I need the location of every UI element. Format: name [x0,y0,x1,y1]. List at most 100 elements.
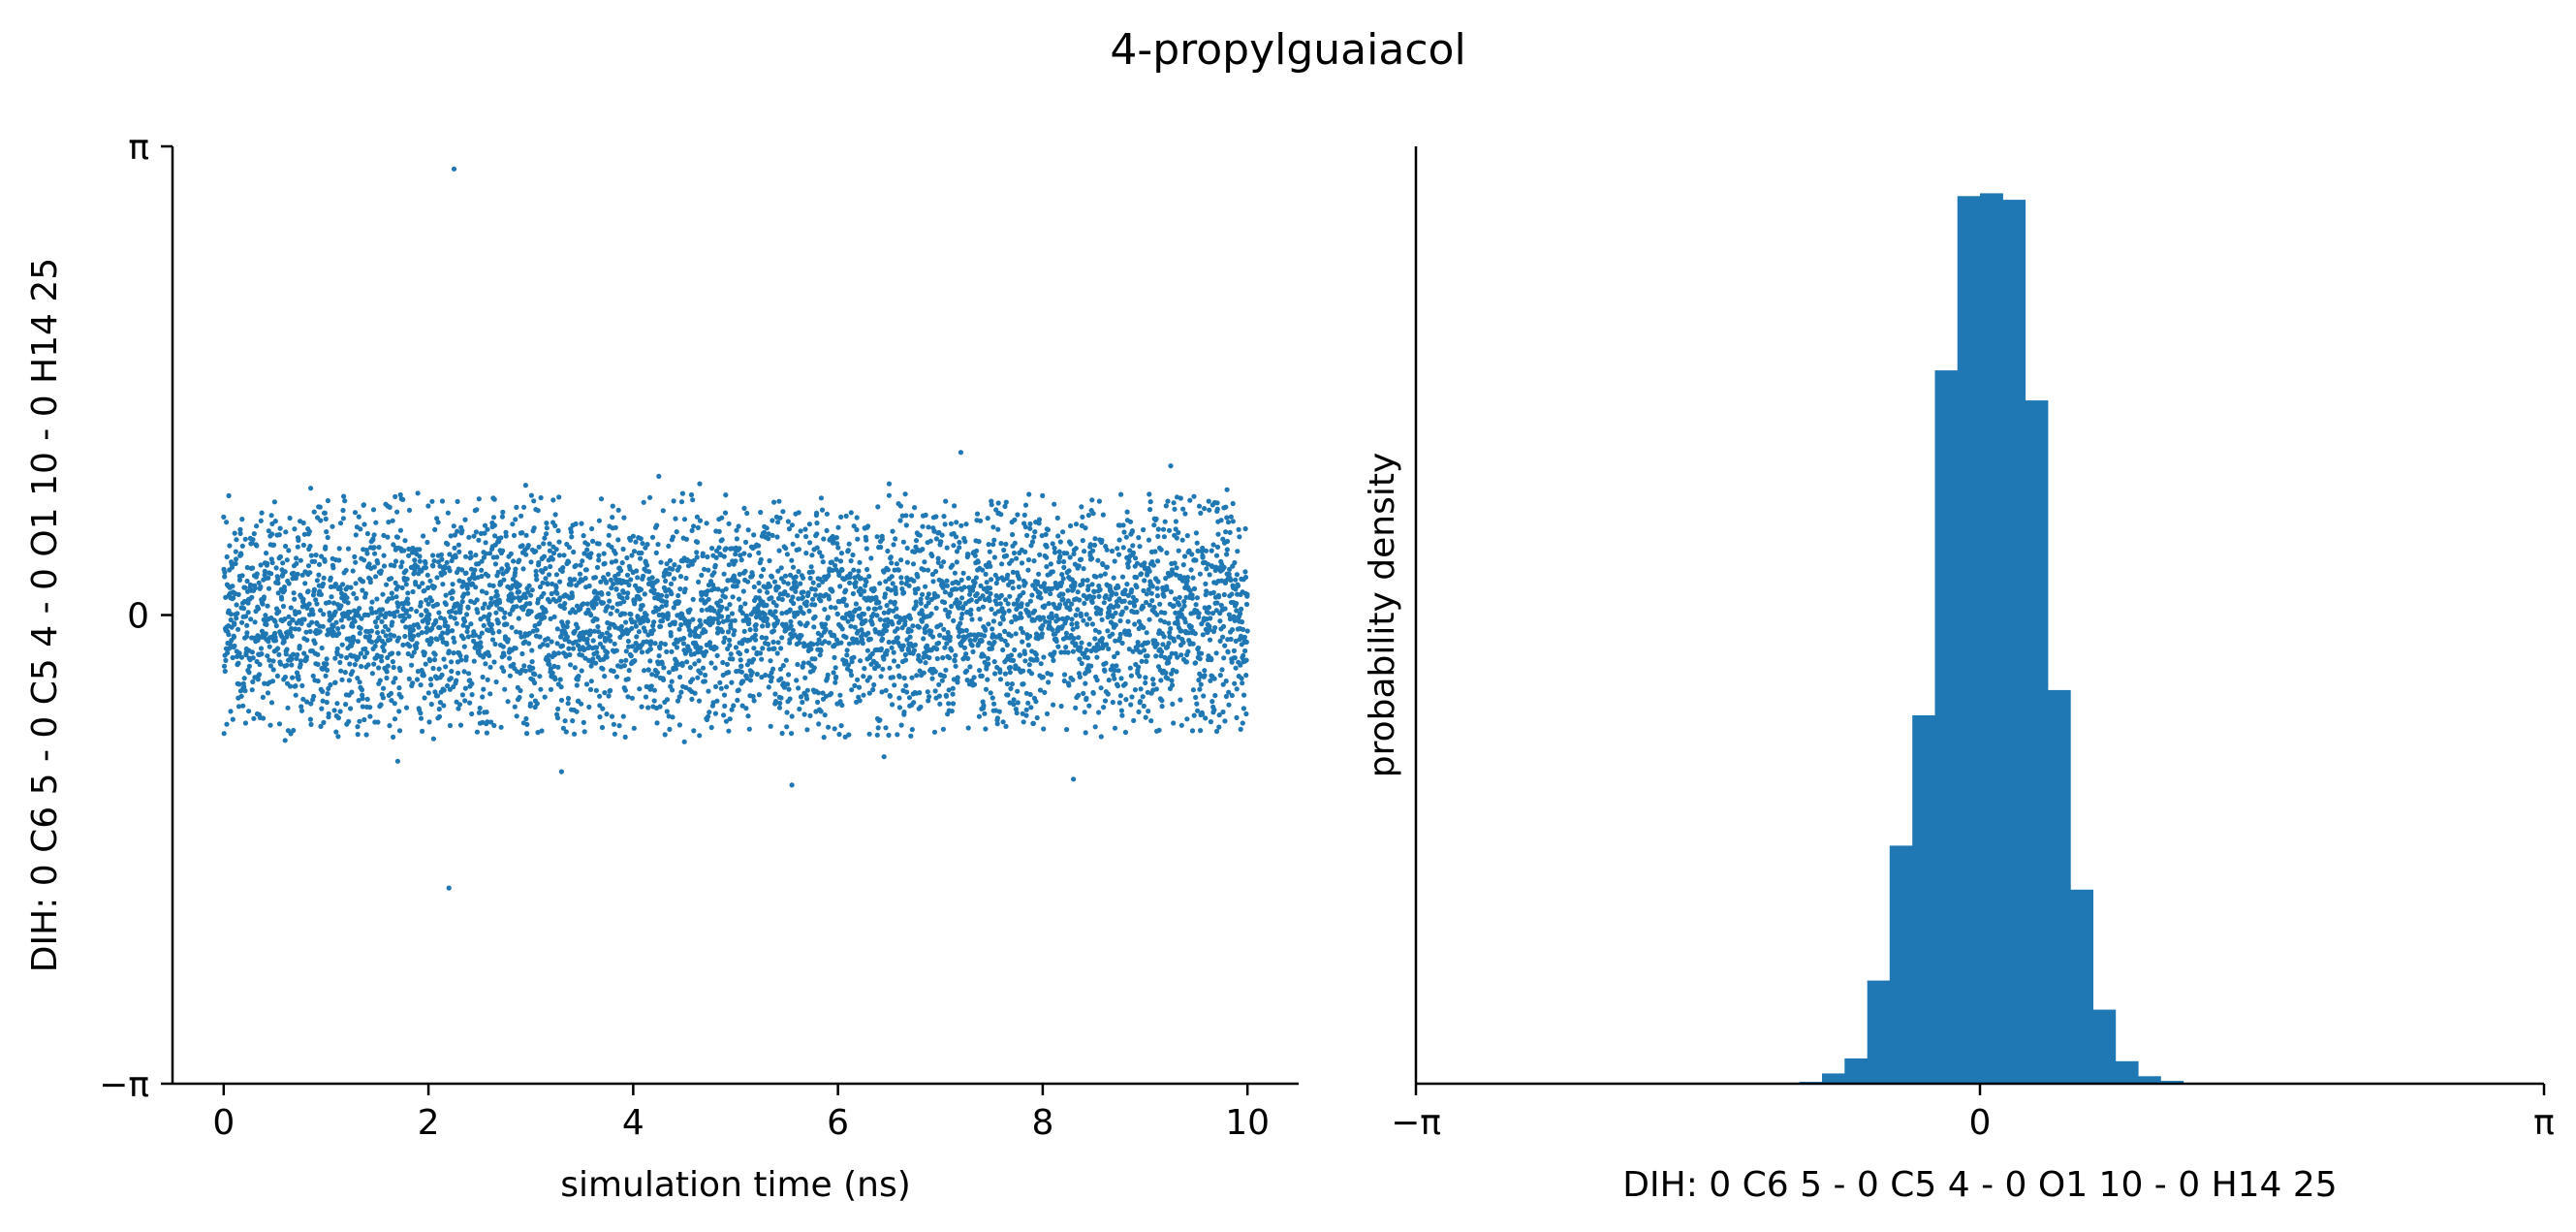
scatter-point [669,679,675,684]
scatter-point [380,629,386,635]
scatter-point [1056,549,1062,554]
scatter-point [588,551,594,556]
scatter-point [555,706,561,712]
scatter-point [500,644,506,649]
scatter-point [821,735,827,741]
scatter-point [794,533,801,539]
scatter-point [516,616,521,621]
scatter-point [954,549,960,554]
scatter-point [1144,591,1149,597]
scatter-point [681,517,688,522]
scatter-point [444,642,450,648]
scatter-point [923,629,928,636]
scatter-point [1155,526,1161,532]
scatter-point [740,679,746,684]
scatter-point [1014,555,1020,561]
scatter-point [842,616,848,621]
scatter-point [272,519,278,524]
scatter-point [864,579,869,584]
scatter-point [1082,549,1087,554]
scatter-point [1235,583,1241,589]
scatter-point [1137,674,1143,679]
scatter-point [798,581,803,586]
scatter-point [839,702,845,709]
scatter-point [714,698,720,704]
scatter-point [418,682,424,688]
scatter-point [586,583,592,589]
scatter-point [391,734,396,741]
scatter-point [306,601,312,607]
scatter-point [1057,539,1063,545]
scatter-point [1124,509,1130,515]
scatter-point [376,665,382,671]
scatter-point [677,586,683,592]
scatter-point [765,621,770,628]
scatter-point [463,570,469,576]
scatter-point [378,702,384,708]
scatter-point [1125,618,1131,624]
scatter-point [265,603,270,609]
scatter-point [375,719,381,725]
scatter-point [1083,680,1088,686]
scatter-point [706,596,711,602]
scatter-point [744,510,750,517]
scatter-point [706,567,711,573]
scatter-point [815,690,822,696]
scatter-point [1057,553,1063,559]
scatter-point [775,568,781,574]
scatter-point [361,557,367,563]
scatter-point [269,679,276,684]
scatter-point [866,574,872,580]
scatter-point [308,553,314,558]
scatter-point [942,645,948,650]
scatter-point [989,577,994,583]
scatter-point [584,547,590,553]
scatter-point [1105,691,1111,697]
scatter-point [519,530,525,536]
scatter-point [522,668,528,674]
scatter-point [554,715,561,721]
scatter-point [406,507,413,514]
scatter-point [1214,544,1221,551]
scatter-point [441,703,447,709]
scatter-point [1089,497,1095,503]
scatter-point [939,532,945,538]
scatter-point [654,720,660,726]
scatter-point [426,612,432,617]
scatter-point [1008,633,1014,639]
scatter-point [435,693,441,699]
scatter-point [775,520,781,525]
scatter-point [718,614,725,619]
scatter-point [779,730,785,737]
scatter-point [1145,640,1151,646]
scatter-point [228,616,234,623]
scatter-point [964,610,970,616]
scatter-point [899,647,905,652]
scatter-point [1127,548,1133,553]
scatter-point [724,661,731,668]
scatter-point [272,630,278,637]
scatter-point [918,704,924,711]
scatter-point [1098,573,1104,579]
scatter-point [670,534,676,540]
scatter-point [833,556,839,562]
scatter-point [423,661,428,667]
scatter-point [938,539,944,545]
scatter-point [413,582,419,587]
scatter-point [592,575,599,581]
scatter-point [394,534,400,540]
scatter-point [443,601,449,608]
scatter-point [822,712,828,718]
scatter-point [863,583,868,588]
scatter-point [738,604,744,610]
scatter-point [639,550,644,556]
scatter-point [537,634,543,640]
scatter-point [1032,608,1038,614]
scatter-point [1094,678,1100,683]
scatter-point [1070,648,1076,654]
scatter-point [555,664,561,670]
scatter-point [496,629,502,635]
scatter-point [590,605,597,611]
scatter-point [304,605,310,611]
scatter-point [1178,628,1184,634]
